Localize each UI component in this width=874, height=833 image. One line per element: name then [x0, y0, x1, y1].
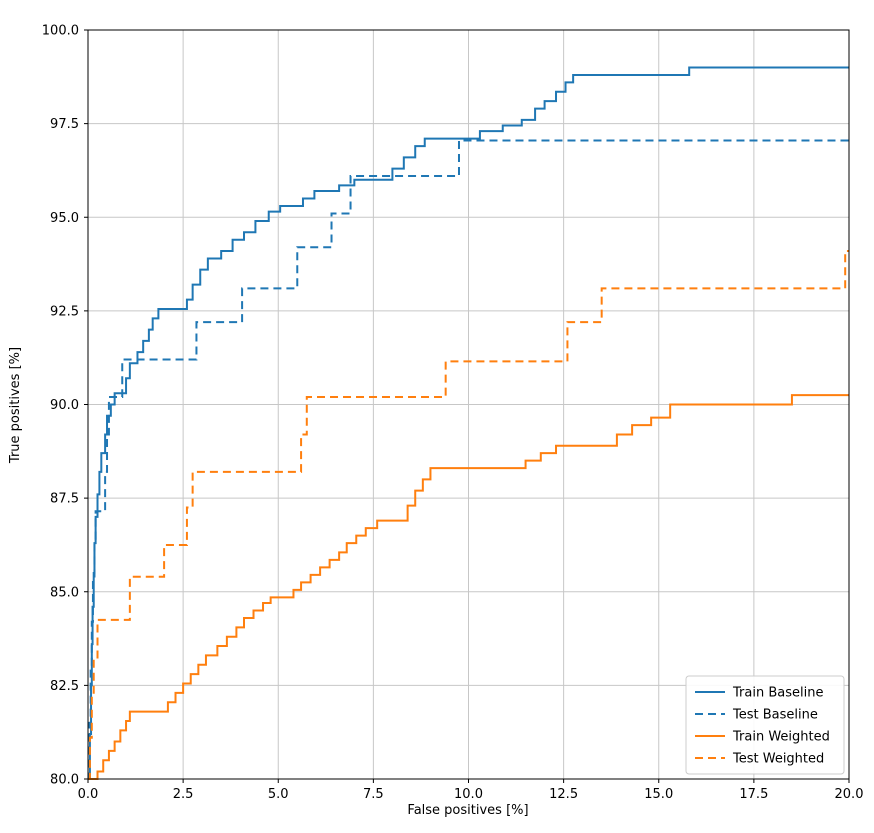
y-tick-label: 85.0: [50, 585, 79, 600]
legend-label: Test Baseline: [732, 708, 818, 723]
y-tick-label: 90.0: [50, 398, 79, 413]
x-tick-label: 5.0: [268, 787, 289, 802]
x-tick-label: 20.0: [835, 787, 864, 802]
x-tick-label: 17.5: [739, 787, 768, 802]
y-tick-label: 80.0: [50, 773, 79, 788]
axes-layer: 0.0 2.5 5.0 7.5 10.0 12.5 15.0 17.5 20.0 80.0 82.5…: [42, 24, 864, 803]
series-line-test-baseline: [88, 139, 849, 780]
y-tick-label: 100.0: [42, 24, 79, 39]
legend-label: Train Baseline: [732, 686, 823, 701]
y-tick-label: 92.5: [50, 304, 79, 319]
x-tick-label: 15.0: [644, 787, 673, 802]
legend: Train Baseline Test Baseline Train Weighte…: [685, 675, 845, 775]
x-axis-label: False positives [%]: [407, 803, 528, 818]
x-tick-label: 2.5: [173, 787, 194, 802]
series-layer: [88, 66, 849, 780]
x-tick-label: 0.0: [78, 787, 99, 802]
x-tick-label: 12.5: [549, 787, 578, 802]
y-tick-label: 82.5: [50, 679, 79, 694]
series-line-train-weighted: [88, 394, 849, 780]
y-tick-label: 97.5: [50, 117, 79, 132]
y-axis-label: True positives [%]: [8, 347, 23, 464]
y-tick-label: 95.0: [50, 211, 79, 226]
legend-label: Train Weighted: [732, 730, 830, 745]
x-tick-label: 10.0: [454, 787, 483, 802]
series-line-train-baseline: [88, 66, 849, 780]
x-tick-label: 7.5: [363, 787, 384, 802]
series-line-test-weighted: [88, 249, 849, 780]
legend-box: [685, 675, 845, 775]
y-tick-label: 87.5: [50, 492, 79, 507]
legend-label: Test Weighted: [732, 752, 824, 767]
